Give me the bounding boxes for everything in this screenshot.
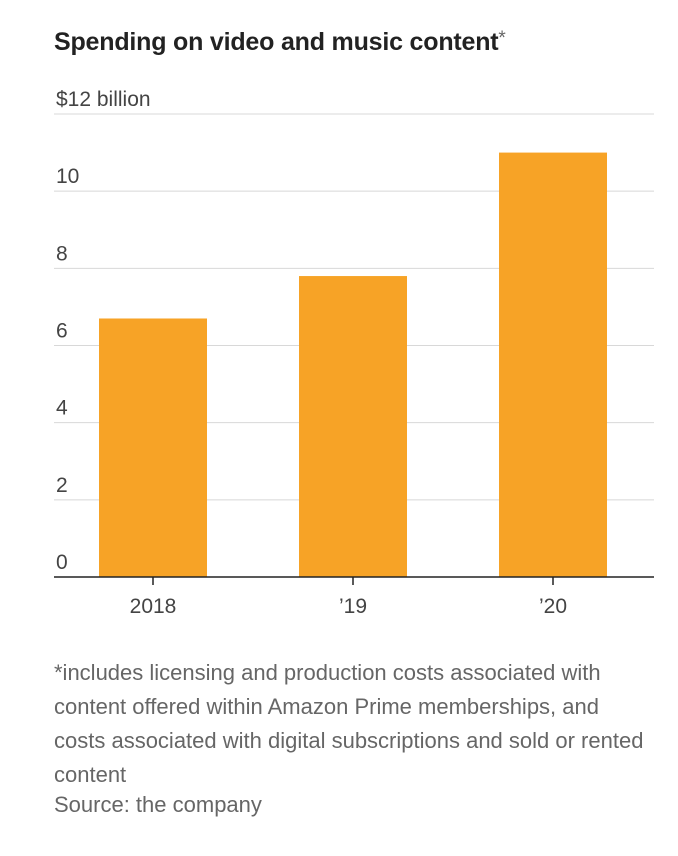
y-tick-label: 8 <box>56 242 68 265</box>
y-tick-label: 4 <box>56 397 68 420</box>
x-tick-label: ’19 <box>339 595 367 618</box>
source-note: Source: the company <box>54 792 262 817</box>
y-tick-label: 6 <box>56 320 68 343</box>
bar <box>299 276 407 577</box>
chart-title: Spending on video and music content* <box>54 28 506 57</box>
bar <box>99 318 207 577</box>
title-asterisk: * <box>498 28 506 49</box>
chart-title-text: Spending on video and music content <box>54 28 499 56</box>
y-tick-label: 10 <box>56 165 79 188</box>
x-tick-label: 2018 <box>130 595 177 618</box>
y-tick-label: 0 <box>56 551 68 574</box>
footnote: *includes licensing and production costs… <box>54 660 644 787</box>
y-tick-label: $12 billion <box>56 88 151 111</box>
bar <box>499 152 607 577</box>
y-tick-label: 2 <box>56 474 68 497</box>
x-tick-label: ’20 <box>539 595 567 618</box>
bar-chart: 0 2 4 6 8 10 $12 billion 2018 ’19 ’20 <box>54 88 654 618</box>
